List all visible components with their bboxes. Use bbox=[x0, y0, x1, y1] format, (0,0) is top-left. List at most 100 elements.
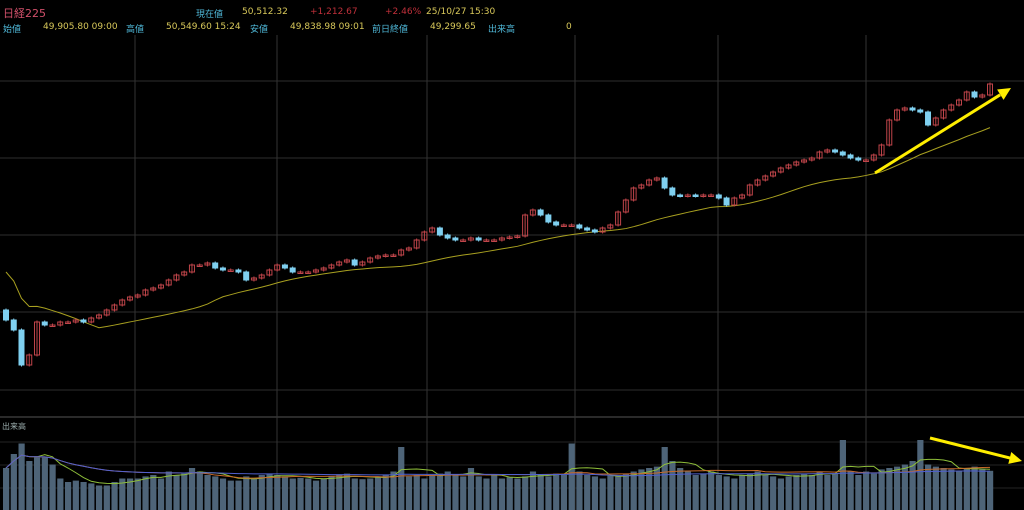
candle-up bbox=[305, 271, 312, 274]
candle-down bbox=[444, 234, 451, 239]
volume-bar bbox=[506, 477, 513, 510]
candle-up bbox=[413, 239, 420, 249]
candle-up bbox=[72, 319, 79, 323]
candle-up bbox=[808, 157, 815, 161]
volume-bar bbox=[622, 473, 630, 510]
candle-up bbox=[886, 119, 893, 146]
uptrend-arrow-icon bbox=[997, 88, 1011, 100]
volume-bar bbox=[41, 457, 48, 510]
candle-up bbox=[390, 254, 397, 257]
volume-bar bbox=[111, 482, 118, 510]
candle-up bbox=[824, 149, 831, 153]
candle-down bbox=[677, 194, 684, 197]
candle-up bbox=[878, 144, 885, 156]
volume-bar bbox=[398, 447, 405, 510]
volume-bar bbox=[723, 476, 730, 510]
volume-bar bbox=[336, 475, 343, 510]
candle-up bbox=[506, 236, 513, 239]
candle-up bbox=[754, 179, 761, 186]
volume-bar bbox=[956, 471, 963, 510]
volume-bar bbox=[894, 466, 901, 510]
volume-bar bbox=[359, 479, 366, 510]
volume-bar bbox=[576, 471, 583, 510]
volume-bar bbox=[10, 454, 17, 510]
candle-up bbox=[816, 151, 823, 159]
change-value: +1,212.67 bbox=[310, 7, 358, 17]
volume-bar bbox=[491, 475, 498, 510]
candle-up bbox=[684, 194, 691, 197]
volume-bar bbox=[429, 475, 436, 510]
volume-bar bbox=[777, 478, 785, 510]
volume-bar bbox=[963, 468, 970, 510]
volume-bar bbox=[793, 475, 800, 510]
volume-bar bbox=[181, 473, 188, 510]
volume-bar bbox=[204, 475, 211, 510]
volume-bar bbox=[839, 440, 846, 510]
volume-bar bbox=[274, 475, 281, 510]
volume-bar bbox=[119, 478, 126, 510]
volume-ma-line bbox=[5, 454, 991, 477]
candle-down bbox=[584, 227, 591, 231]
volume-pane-label: 出来高 bbox=[2, 422, 26, 431]
candle-down bbox=[553, 221, 560, 226]
volume-bar bbox=[297, 477, 304, 510]
volume-bar bbox=[57, 478, 64, 510]
candle-up bbox=[126, 296, 133, 301]
volume-bar bbox=[785, 476, 792, 510]
candle-down bbox=[839, 151, 846, 156]
volume-label: 出来高 bbox=[488, 25, 516, 35]
volume-bar bbox=[343, 473, 351, 510]
volume-bar bbox=[3, 468, 10, 510]
volume-bar bbox=[382, 475, 389, 510]
candle-up bbox=[560, 224, 567, 227]
volume-bar bbox=[607, 475, 614, 510]
volume-bar bbox=[18, 443, 25, 510]
candle-up bbox=[638, 184, 645, 189]
volume-bar bbox=[460, 476, 467, 510]
volume-bar bbox=[987, 470, 994, 510]
volume-bar bbox=[266, 473, 273, 510]
volume-bar bbox=[88, 483, 95, 510]
volume-bar bbox=[72, 480, 79, 510]
candle-up bbox=[49, 324, 56, 327]
candle-up bbox=[739, 194, 746, 199]
volume-bar bbox=[196, 471, 203, 510]
candle-up bbox=[312, 269, 319, 273]
volume-bar bbox=[95, 485, 103, 510]
volume-bar bbox=[134, 478, 141, 510]
candle-up bbox=[336, 261, 343, 266]
candle-up bbox=[777, 167, 784, 173]
candle-up bbox=[785, 164, 792, 169]
candle-up bbox=[328, 264, 335, 269]
candle-up bbox=[863, 159, 870, 162]
volume-bar bbox=[731, 478, 738, 510]
volume-bar bbox=[708, 471, 715, 510]
open-label: 始値 bbox=[3, 25, 22, 35]
volume-bar bbox=[669, 461, 676, 510]
candle-up bbox=[514, 235, 521, 238]
volume-down-arrow-shaft bbox=[929, 436, 1016, 461]
candle-up bbox=[646, 179, 653, 186]
volume-bar bbox=[529, 471, 537, 510]
volume-bar bbox=[212, 476, 219, 510]
candle-up bbox=[57, 321, 64, 326]
moving-average-line bbox=[5, 127, 991, 329]
candle-up bbox=[653, 177, 660, 181]
candle-down bbox=[855, 157, 862, 161]
candle-up bbox=[963, 91, 970, 101]
volume-bar bbox=[591, 476, 599, 510]
volume-bar bbox=[157, 478, 165, 510]
candle-up bbox=[382, 254, 389, 257]
candle-up bbox=[770, 171, 777, 177]
candle-up bbox=[901, 107, 908, 111]
candle-up bbox=[227, 269, 234, 272]
current-price-label: 現在値 bbox=[196, 10, 224, 20]
volume-bar bbox=[770, 476, 777, 510]
volume-bar bbox=[289, 478, 296, 510]
volume-bar bbox=[320, 478, 327, 510]
candle-up bbox=[708, 194, 715, 197]
candle-up bbox=[297, 271, 304, 274]
candle-up bbox=[467, 237, 474, 241]
candle-up bbox=[522, 214, 529, 237]
